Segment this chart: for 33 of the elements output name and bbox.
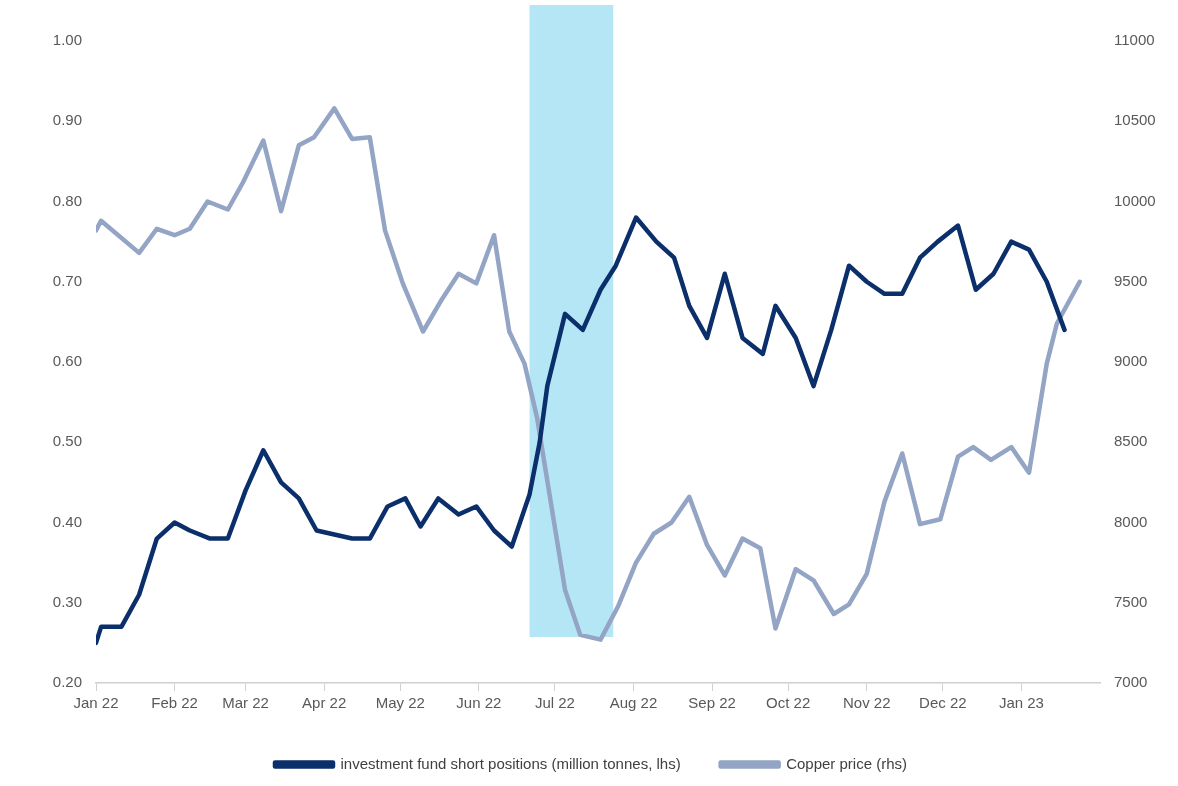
- y-tick-label: 0.60: [52, 352, 82, 370]
- x-tick-label: Jun 22: [456, 694, 502, 712]
- y2-tick-label: 9000: [1114, 352, 1148, 370]
- x-tick-label: Jul 22: [534, 694, 575, 712]
- x-tick-label: Oct 22: [766, 694, 811, 712]
- legend-label: investment fund short positions (million tonnes, lhs): [340, 754, 681, 772]
- x-tick-label: Nov 22: [842, 694, 891, 712]
- x-tick-label: Apr 22: [302, 694, 347, 712]
- y-tick-label: 0.40: [52, 512, 82, 530]
- x-tick-label: Aug 22: [609, 694, 658, 712]
- x-tick-label: May 22: [375, 694, 425, 712]
- x-tick-label: Sep 22: [688, 694, 736, 712]
- y-tick-label: 0.50: [52, 432, 82, 450]
- y2-tick-label: 7500: [1114, 592, 1148, 610]
- y2-tick-label: 10500: [1114, 111, 1156, 129]
- y2-tick-label: 11000: [1114, 31, 1155, 49]
- x-tick-label: Jan 22: [73, 694, 119, 712]
- x-tick-label: Feb 22: [151, 694, 198, 712]
- legend-label: Copper price (rhs): [786, 754, 908, 772]
- y-tick-label: 1.00: [52, 31, 82, 49]
- y2-tick-label: 8500: [1114, 432, 1148, 450]
- y2-tick-label: 10000: [1114, 191, 1156, 209]
- y2-tick-label: 9500: [1114, 271, 1148, 289]
- x-tick-label: Mar 22: [222, 694, 269, 712]
- y-tick-label: 0.80: [52, 191, 82, 209]
- y2-tick-label: 8000: [1114, 512, 1148, 530]
- y2-tick-label: 7000: [1114, 673, 1148, 691]
- y-tick-label: 0.70: [52, 271, 82, 289]
- y-tick-label: 0.20: [52, 673, 82, 691]
- x-tick-label: Jan 23: [998, 694, 1044, 712]
- y-tick-label: 0.30: [52, 592, 82, 610]
- y-tick-label: 0.90: [52, 111, 82, 129]
- x-tick-label: Dec 22: [919, 694, 967, 712]
